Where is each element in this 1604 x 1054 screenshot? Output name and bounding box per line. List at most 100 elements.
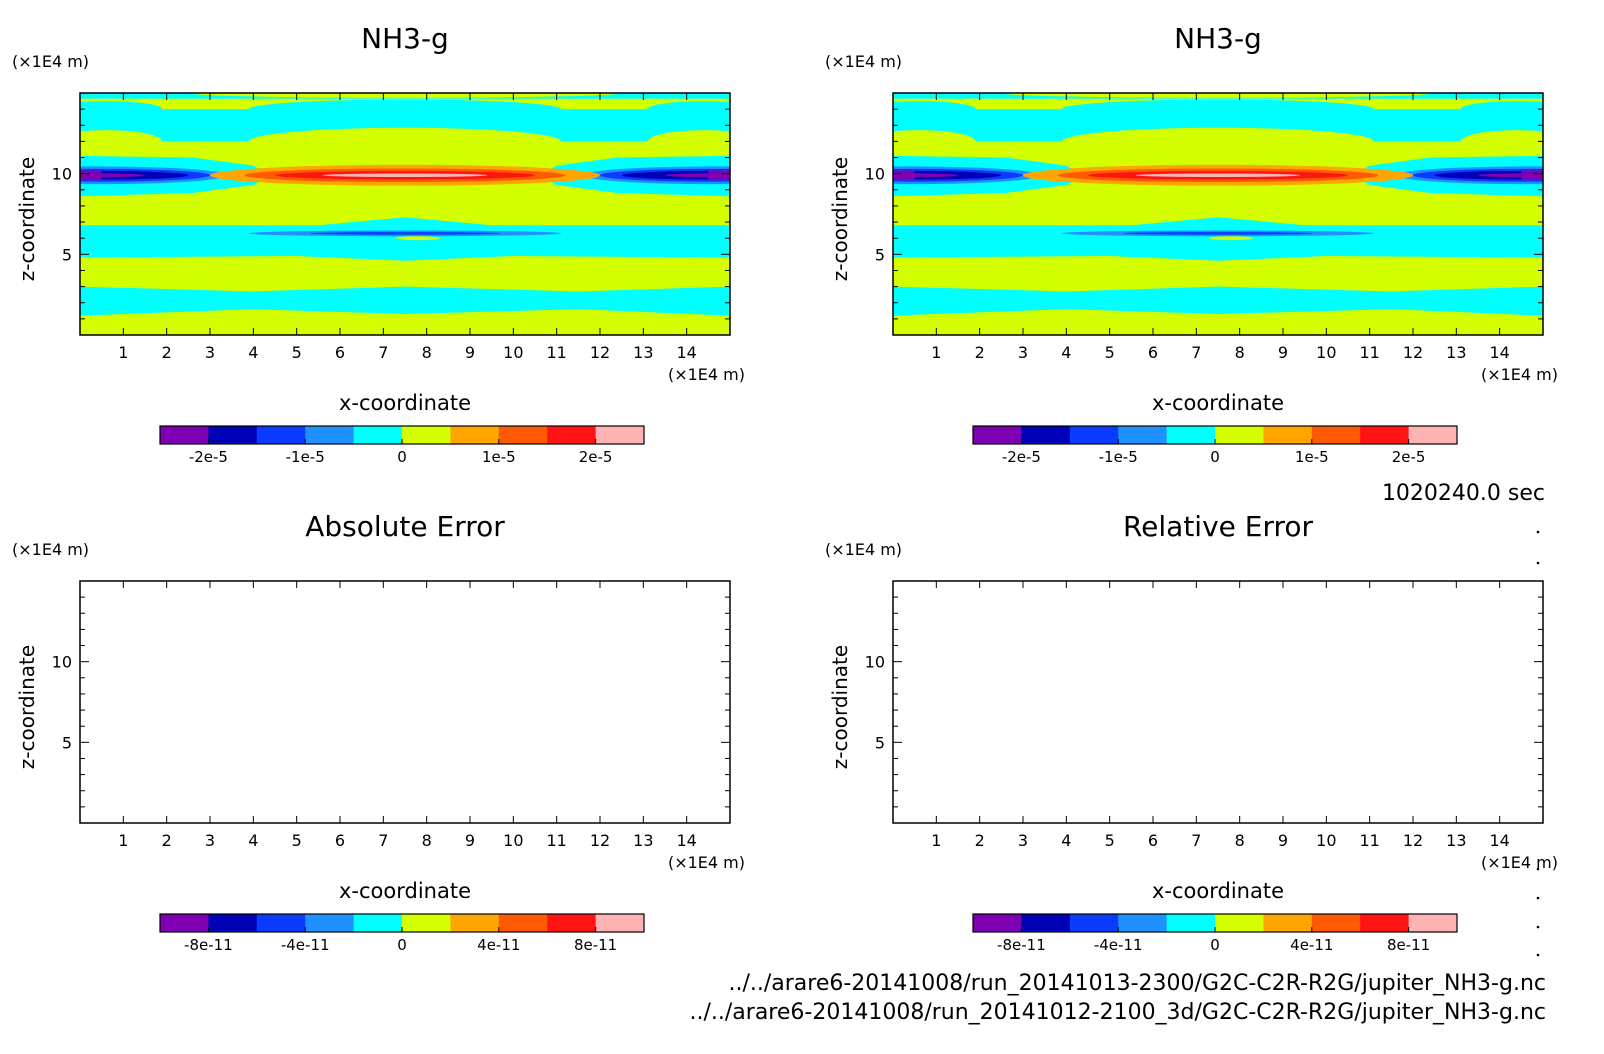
panel-3-xtick-label-2: 3 — [205, 831, 215, 850]
panel-4-cbar-label-1: -4e-11 — [1094, 936, 1143, 954]
panel-3-frame — [79, 580, 731, 824]
panel-2-cbar-seg-8 — [1360, 426, 1410, 444]
panel-1-cbar-label-3: 1e-5 — [482, 448, 516, 466]
panel-4-cbar-label-0: -8e-11 — [997, 936, 1046, 954]
panel-2-title: NH3-g — [1174, 22, 1262, 55]
panel-2-cbar-seg-2 — [1069, 426, 1119, 444]
panel-4-cbar-seg-9 — [1408, 914, 1458, 932]
panel-3-cbar-seg-5 — [402, 914, 451, 932]
panel-1-xtick-label-8: 9 — [465, 343, 475, 362]
panel-1-xtick-label-13: 14 — [676, 343, 696, 362]
panel-4-cbar-seg-4 — [1166, 914, 1216, 932]
panel-4-cbar-label-2: 0 — [1210, 936, 1220, 954]
panel-1-cbar-seg-5 — [402, 426, 451, 444]
panel-1-xtick-label-7: 8 — [422, 343, 432, 362]
panel-4-y-unit: (×1E4 m) — [825, 540, 902, 559]
panel-3-xtick-label-8: 9 — [465, 831, 475, 850]
panel-3-cbar-seg-1 — [208, 914, 258, 932]
panel-1-xtick-label-2: 3 — [205, 343, 215, 362]
panel-2-xtick-label-7: 8 — [1235, 343, 1245, 362]
panel-2-cbar-seg-0 — [973, 426, 1022, 444]
panel-3: Absolute Error(×1E4 m)1 2 3 4 5 6 7 8 9 10 11 12 13 1… — [12, 510, 745, 954]
panel-1-frame — [79, 92, 731, 336]
margin-dot-1 — [1536, 561, 1540, 565]
panel-3-xtick-label-12: 13 — [633, 831, 653, 850]
panel-4-xtick-label-11: 12 — [1403, 831, 1423, 850]
panel-3-cbar-seg-2 — [256, 914, 306, 932]
panel-2-xtick-label-8: 9 — [1278, 343, 1288, 362]
panel-4-cbar-seg-8 — [1360, 914, 1410, 932]
panel-3-xtick-label-11: 12 — [590, 831, 610, 850]
panel-1-cbar-seg-0 — [160, 426, 209, 444]
panel-4-cbar-seg-6 — [1263, 914, 1313, 932]
panel-3-title: Absolute Error — [305, 510, 505, 543]
panel-2-pos-4 — [1135, 173, 1301, 178]
panel-1-xtick-label-0: 1 — [118, 343, 128, 362]
panel-1-xtick-label-1: 2 — [162, 343, 172, 362]
panel-1-cbar-label-4: 2e-5 — [579, 448, 613, 466]
panel-1-x-unit: (×1E4 m) — [668, 365, 745, 384]
panel-3-cbar-label-1: -4e-11 — [281, 936, 330, 954]
panel-1-lens-1 — [249, 127, 561, 156]
panel-4-xtick-label-8: 9 — [1278, 831, 1288, 850]
panel-2-cbar-seg-3 — [1118, 426, 1168, 444]
panel-2-xtick-label-4: 5 — [1105, 343, 1115, 362]
panel-3-x-unit: (×1E4 m) — [668, 853, 745, 872]
panel-1-streak-3 — [396, 236, 440, 241]
panel-2-xtick-label-6: 7 — [1191, 343, 1201, 362]
panel-4-xtick-label-12: 13 — [1446, 831, 1466, 850]
panel-4-xtick-label-7: 8 — [1235, 831, 1245, 850]
panel-2-frame — [892, 92, 1544, 336]
panel-1-field — [80, 93, 730, 335]
panel-1-cbar-seg-6 — [450, 426, 500, 444]
panel-3-cbar-label-3: 4e-11 — [477, 936, 520, 954]
panel-4-cbar-seg-5 — [1215, 914, 1264, 932]
panel-3-cbar-label-2: 0 — [397, 936, 407, 954]
panel-2-cbar-label-0: -2e-5 — [1002, 448, 1041, 466]
panel-1-cbar-seg-4 — [353, 426, 403, 444]
panel-1-lens-4 — [249, 99, 561, 119]
panel-3-ytick-label-1: 10 — [52, 653, 72, 672]
panel-1-cbar-label-0: -2e-5 — [189, 448, 228, 466]
panel-2-xtick-label-2: 3 — [1018, 343, 1028, 362]
panel-2-xtick-label-3: 4 — [1061, 343, 1071, 362]
panel-3-xtick-label-9: 10 — [503, 831, 523, 850]
panel-3-cbar-seg-6 — [450, 914, 500, 932]
panel-4-xtick-label-2: 3 — [1018, 831, 1028, 850]
panel-4-cbar-seg-3 — [1118, 914, 1168, 932]
panel-2: NH3-g(×1E4 m)1 2 3 4 5 6 7 8 9 10 11 12 13 14510(×1E4… — [825, 22, 1558, 466]
panel-1-lens-2 — [80, 130, 163, 153]
panel-3-xlabel: x-coordinate — [339, 879, 471, 903]
panel-3-xtick-label-5: 6 — [335, 831, 345, 850]
margin-dot-3 — [1536, 896, 1540, 900]
panel-4-cbar-seg-2 — [1069, 914, 1119, 932]
panel-3-xtick-label-3: 4 — [248, 831, 258, 850]
panel-4-x-unit: (×1E4 m) — [1481, 853, 1558, 872]
panel-4-xtick-label-6: 7 — [1191, 831, 1201, 850]
margin-dot-0 — [1536, 530, 1540, 534]
file-path-2: ../../arare6-20141008/run_20141012-2100_… — [689, 1000, 1547, 1025]
panel-1-cbar-seg-2 — [256, 426, 306, 444]
panel-1-xtick-label-12: 13 — [633, 343, 653, 362]
panel-3-cbar-seg-4 — [353, 914, 403, 932]
panel-1-xtick-label-10: 11 — [546, 343, 566, 362]
panel-3-cbar-seg-9 — [595, 914, 645, 932]
panel-2-ytick-label-1: 10 — [865, 165, 885, 184]
panel-2-cbar-label-1: -1e-5 — [1099, 448, 1138, 466]
panel-1-title: NH3-g — [361, 22, 449, 55]
panel-1-ytick-label-0: 5 — [62, 245, 72, 264]
panel-2-xtick-label-5: 6 — [1148, 343, 1158, 362]
panel-2-streak-2 — [1122, 232, 1314, 235]
panel-2-xtick-label-12: 13 — [1446, 343, 1466, 362]
panel-4-cbar-label-3: 4e-11 — [1290, 936, 1333, 954]
panel-3-xtick-label-7: 8 — [422, 831, 432, 850]
panel-2-xtick-label-0: 1 — [931, 343, 941, 362]
panel-1-cbar-seg-9 — [595, 426, 645, 444]
panel-1-cbar-label-1: -1e-5 — [286, 448, 325, 466]
panel-2-cbar-seg-5 — [1215, 426, 1264, 444]
panel-2-lens-4 — [1062, 99, 1374, 119]
panel-3-cbar-seg-8 — [547, 914, 597, 932]
panel-4-xtick-label-13: 14 — [1489, 831, 1509, 850]
panel-1-cbar-label-2: 0 — [397, 448, 407, 466]
